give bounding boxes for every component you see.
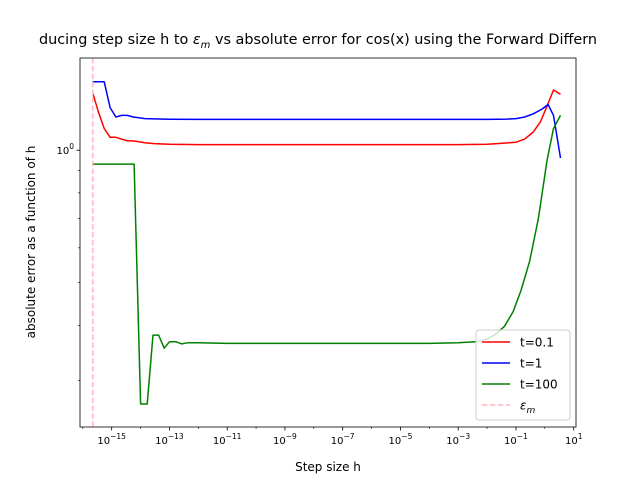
x-axis-label: Step size h xyxy=(295,460,361,474)
series-t-0-1-line xyxy=(91,89,561,146)
x-tick-label: 10−5 xyxy=(389,432,413,447)
legend-frame xyxy=(475,329,571,421)
legend: t=0.1 t=1 t=100 εm xyxy=(475,329,571,421)
y-axis: 100 xyxy=(56,142,80,381)
x-tick-label: 10−3 xyxy=(446,432,470,447)
legend-label-m: εm xyxy=(520,399,536,417)
y-axis-label: absolute error as a function of h xyxy=(24,146,38,339)
chart-title: ducing step size h to εm vs absolute err… xyxy=(39,32,597,51)
x-tick-label: 10−7 xyxy=(331,432,355,447)
y-tick-label: 100 xyxy=(56,142,74,157)
plot-area-frame xyxy=(79,57,577,428)
x-tick-label: 10−11 xyxy=(213,432,242,447)
series-layer xyxy=(91,58,562,427)
x-tick-label: 10−13 xyxy=(155,432,184,447)
x-tick-label: 10−9 xyxy=(273,432,297,447)
x-tick-label: 10−1 xyxy=(504,432,528,447)
series-t-1-line xyxy=(92,81,562,159)
x-tick-label: 10−15 xyxy=(97,432,126,447)
legend-label-t-0-1: t=0.1 xyxy=(520,336,554,350)
series-t-100-line xyxy=(92,115,562,405)
x-tick-label: 101 xyxy=(565,432,583,447)
legend-label-t-100: t=100 xyxy=(520,378,558,392)
x-axis: 10−15 10−13 10−11 10−9 10−7 10−5 10−3 10−1 101 xyxy=(82,427,583,447)
legend-label-t-1: t=1 xyxy=(520,357,542,371)
